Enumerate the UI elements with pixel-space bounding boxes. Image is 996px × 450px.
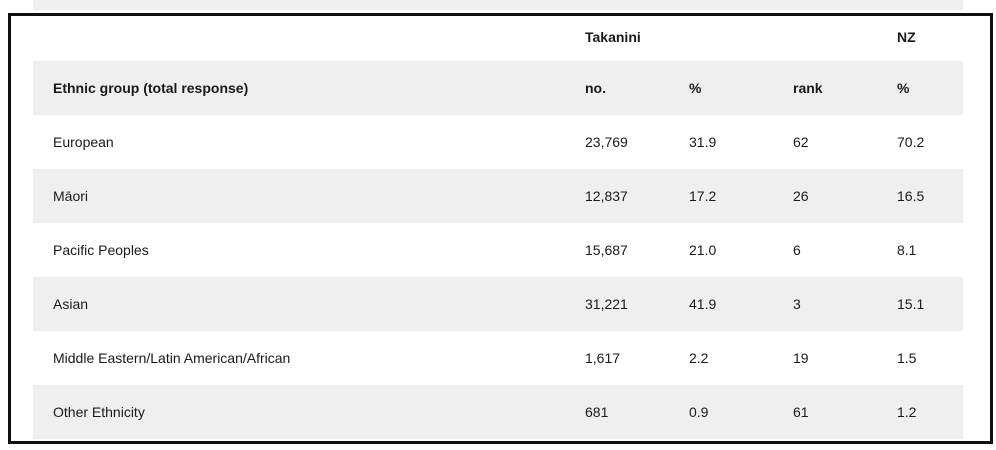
column-header-rank: rank — [793, 80, 823, 96]
ethnic-group-cell: Māori — [53, 188, 89, 204]
group-header-blank — [773, 13, 877, 61]
table-row: Middle Eastern/Latin American/African 1,… — [33, 331, 963, 385]
ethnic-group-cell: Pacific Peoples — [53, 242, 149, 258]
percent-cell: 0.9 — [689, 404, 709, 420]
ethnic-group-table: Takanini NZ Ethnic group (total response… — [33, 13, 963, 439]
column-header-percent: % — [689, 80, 702, 96]
number-cell: 12,837 — [585, 188, 628, 204]
table-frame: Takanini NZ Ethnic group (total response… — [8, 13, 993, 444]
column-header-row: Ethnic group (total response) no. % rank… — [33, 61, 963, 115]
percent-cell: 41.9 — [689, 296, 717, 312]
table-row: Other Ethnicity 681 0.9 61 1.2 — [33, 385, 963, 439]
rank-cell: 19 — [793, 350, 809, 366]
ethnic-group-cell: European — [53, 134, 114, 150]
number-cell: 15,687 — [585, 242, 628, 258]
table-row: Asian 31,221 41.9 3 15.1 — [33, 277, 963, 331]
number-cell: 31,221 — [585, 296, 628, 312]
nz-percent-cell: 1.2 — [897, 404, 917, 420]
column-header-ethnic-group: Ethnic group (total response) — [53, 80, 249, 96]
rank-cell: 62 — [793, 134, 809, 150]
rank-cell: 3 — [793, 296, 801, 312]
group-header-blank — [669, 13, 773, 61]
previous-table-edge — [33, 0, 963, 10]
rank-cell: 26 — [793, 188, 809, 204]
percent-cell: 17.2 — [689, 188, 717, 204]
column-header-number: no. — [585, 80, 606, 96]
group-header-nz: NZ — [897, 29, 916, 45]
rank-cell: 6 — [793, 242, 801, 258]
nz-percent-cell: 1.5 — [897, 350, 917, 366]
table-row: Pacific Peoples 15,687 21.0 6 8.1 — [33, 223, 963, 277]
nz-percent-cell: 70.2 — [897, 134, 925, 150]
ethnic-group-cell: Other Ethnicity — [53, 404, 145, 420]
percent-cell: 31.9 — [689, 134, 717, 150]
number-cell: 681 — [585, 404, 609, 420]
nz-percent-cell: 8.1 — [897, 242, 917, 258]
table-row: European 23,769 31.9 62 70.2 — [33, 115, 963, 169]
percent-cell: 2.2 — [689, 350, 709, 366]
group-header-takanini: Takanini — [585, 29, 641, 45]
column-header-nz-percent: % — [897, 80, 910, 96]
group-header-row: Takanini NZ — [33, 13, 963, 61]
ethnic-group-cell: Asian — [53, 296, 89, 312]
nz-percent-cell: 16.5 — [897, 188, 925, 204]
group-header-blank — [33, 13, 565, 61]
percent-cell: 21.0 — [689, 242, 717, 258]
number-cell: 1,617 — [585, 350, 621, 366]
ethnic-group-cell: Middle Eastern/Latin American/African — [53, 350, 291, 366]
rank-cell: 61 — [793, 404, 809, 420]
table-row: Māori 12,837 17.2 26 16.5 — [33, 169, 963, 223]
nz-percent-cell: 15.1 — [897, 296, 925, 312]
number-cell: 23,769 — [585, 134, 628, 150]
